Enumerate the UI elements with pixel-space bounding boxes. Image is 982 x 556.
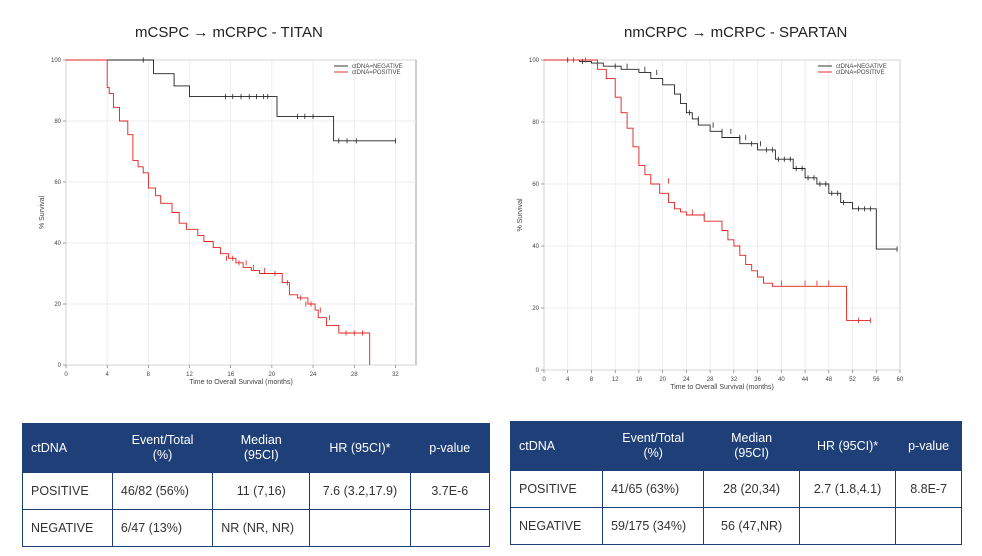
cell-median: 56 (47,NR) xyxy=(703,507,800,545)
cell-event-total: 41/65 (63%) xyxy=(602,470,705,508)
table-row: POSITIVE 41/65 (63%) 28 (20,34) 2.7 (1.8… xyxy=(509,470,962,508)
table-row: NEGATIVE 6/47 (13%) NR (NR, NR) xyxy=(22,509,491,547)
x-tick-label: 16 xyxy=(227,372,234,378)
y-tick-label: 40 xyxy=(54,241,61,247)
cell-ctdna: NEGATIVE xyxy=(22,509,113,547)
cell-hr xyxy=(798,507,897,545)
table-header-row: ctDNA Event/Total (%) Median (95CI) HR (… xyxy=(22,423,491,473)
y-tick-label: 0 xyxy=(58,363,62,369)
cell-median: NR (NR, NR) xyxy=(212,509,311,547)
legend-entry: ctDNA=POSITIVE xyxy=(352,70,401,76)
series-line-negative xyxy=(544,59,897,250)
spartan-stats-table: ctDNA Event/Total (%) Median (95CI) HR (… xyxy=(509,421,962,545)
left-chart-title: mCSPC → mCRPC - TITAN xyxy=(135,24,323,41)
x-tick-label: 32 xyxy=(392,372,399,378)
x-tick-label: 12 xyxy=(186,372,193,378)
titan-survival-chart: 0 4 8 12 16 20 24 28 32 0 20 40 60 80 100 Time to Overa… xyxy=(39,57,417,386)
x-tick-label: 24 xyxy=(683,377,690,383)
cell-p-value: 3.7E-6 xyxy=(409,472,491,510)
x-tick-label: 0 xyxy=(542,377,546,383)
x-tick-label: 4 xyxy=(566,377,570,383)
series-line-negative xyxy=(66,59,396,142)
table-row: NEGATIVE 59/175 (34%) 56 (47,NR) xyxy=(509,507,962,545)
x-tick-label: 20 xyxy=(659,377,666,383)
cell-hr: 7.6 (3.2,17.9) xyxy=(309,472,411,510)
cell-median: 11 (7,16) xyxy=(212,472,311,510)
x-tick-label: 20 xyxy=(269,372,276,378)
x-axis-label: Time to Overall Survival (months) xyxy=(670,384,774,391)
header-median: Median (95CI) xyxy=(212,423,311,473)
cell-p-value xyxy=(409,509,491,547)
x-tick-label: 36 xyxy=(754,377,761,383)
y-tick-label: 100 xyxy=(51,58,62,64)
cell-ctdna: NEGATIVE xyxy=(509,507,604,545)
table-row: POSITIVE 46/82 (56%) 11 (7,16) 7.6 (3.2,… xyxy=(22,472,491,510)
cell-event-total: 6/47 (13%) xyxy=(111,509,214,547)
y-tick-label: 60 xyxy=(532,182,539,188)
x-tick-label: 40 xyxy=(778,377,785,383)
x-tick-label: 48 xyxy=(825,377,832,383)
header-event-total: Event/Total (%) xyxy=(111,423,214,473)
header-ctdna: ctDNA xyxy=(22,423,113,473)
y-axis-label: % Survival xyxy=(39,196,46,230)
series-line-positive xyxy=(544,59,871,321)
x-tick-label: 8 xyxy=(590,377,594,383)
cell-ctdna: POSITIVE xyxy=(22,472,113,510)
cell-median: 28 (20,34) xyxy=(703,470,800,508)
cell-ctdna: POSITIVE xyxy=(509,470,604,508)
y-tick-label: 80 xyxy=(532,120,539,126)
cell-hr xyxy=(309,509,411,547)
y-tick-label: 80 xyxy=(54,119,61,125)
x-tick-label: 32 xyxy=(731,377,738,383)
header-p-value: p-value xyxy=(409,423,491,473)
x-tick-label: 56 xyxy=(873,377,880,383)
legend-entry: ctDNA=POSITIVE xyxy=(836,70,885,76)
header-ctdna: ctDNA xyxy=(509,421,604,471)
series-line-positive xyxy=(66,59,371,365)
y-tick-label: 60 xyxy=(54,180,61,186)
x-tick-label: 28 xyxy=(707,377,714,383)
x-tick-label: 0 xyxy=(64,372,68,378)
header-p-value: p-value xyxy=(895,421,962,471)
x-tick-label: 52 xyxy=(849,377,856,383)
x-tick-label: 4 xyxy=(106,372,110,378)
y-tick-label: 20 xyxy=(54,302,61,308)
titan-stats-table: ctDNA Event/Total (%) Median (95CI) HR (… xyxy=(22,423,491,547)
y-tick-label: 0 xyxy=(536,368,540,374)
x-tick-label: 12 xyxy=(612,377,619,383)
legend-entry: ctDNA=NEGATIVE xyxy=(836,64,887,70)
cell-event-total: 46/82 (56%) xyxy=(111,472,214,510)
cell-event-total: 59/175 (34%) xyxy=(602,507,705,545)
plot-frame xyxy=(65,59,417,366)
cell-hr: 2.7 (1.8,4.1) xyxy=(798,470,897,508)
y-tick-label: 20 xyxy=(532,306,539,312)
header-hr: HR (95CI)* xyxy=(309,423,411,473)
plot-frame xyxy=(543,59,901,371)
header-event-total: Event/Total (%) xyxy=(602,421,705,471)
header-median: Median (95CI) xyxy=(703,421,800,471)
cell-p-value xyxy=(895,507,962,545)
x-axis-label: Time to Overall Survival (months) xyxy=(189,379,293,386)
y-tick-label: 40 xyxy=(532,244,539,250)
legend-entry: ctDNA=NEGATIVE xyxy=(352,64,403,70)
x-tick-label: 44 xyxy=(802,377,809,383)
x-tick-label: 28 xyxy=(351,372,358,378)
x-tick-label: 16 xyxy=(636,377,643,383)
x-tick-label: 8 xyxy=(147,372,151,378)
spartan-survival-chart: 0 4 8 12 16 20 24 28 32 36 40 44 48 52 56 6002040608010… xyxy=(517,57,904,391)
table-header-row: ctDNA Event/Total (%) Median (95CI) HR (… xyxy=(509,421,962,471)
right-chart-title: nmCRPC → mCRPC - SPARTAN xyxy=(624,24,848,41)
y-axis-label: % Survival xyxy=(517,198,524,232)
x-tick-label: 60 xyxy=(897,377,904,383)
y-tick-label: 100 xyxy=(529,58,540,64)
cell-p-value: 8.8E-7 xyxy=(895,470,962,508)
x-tick-label: 24 xyxy=(310,372,317,378)
header-hr: HR (95CI)* xyxy=(798,421,897,471)
